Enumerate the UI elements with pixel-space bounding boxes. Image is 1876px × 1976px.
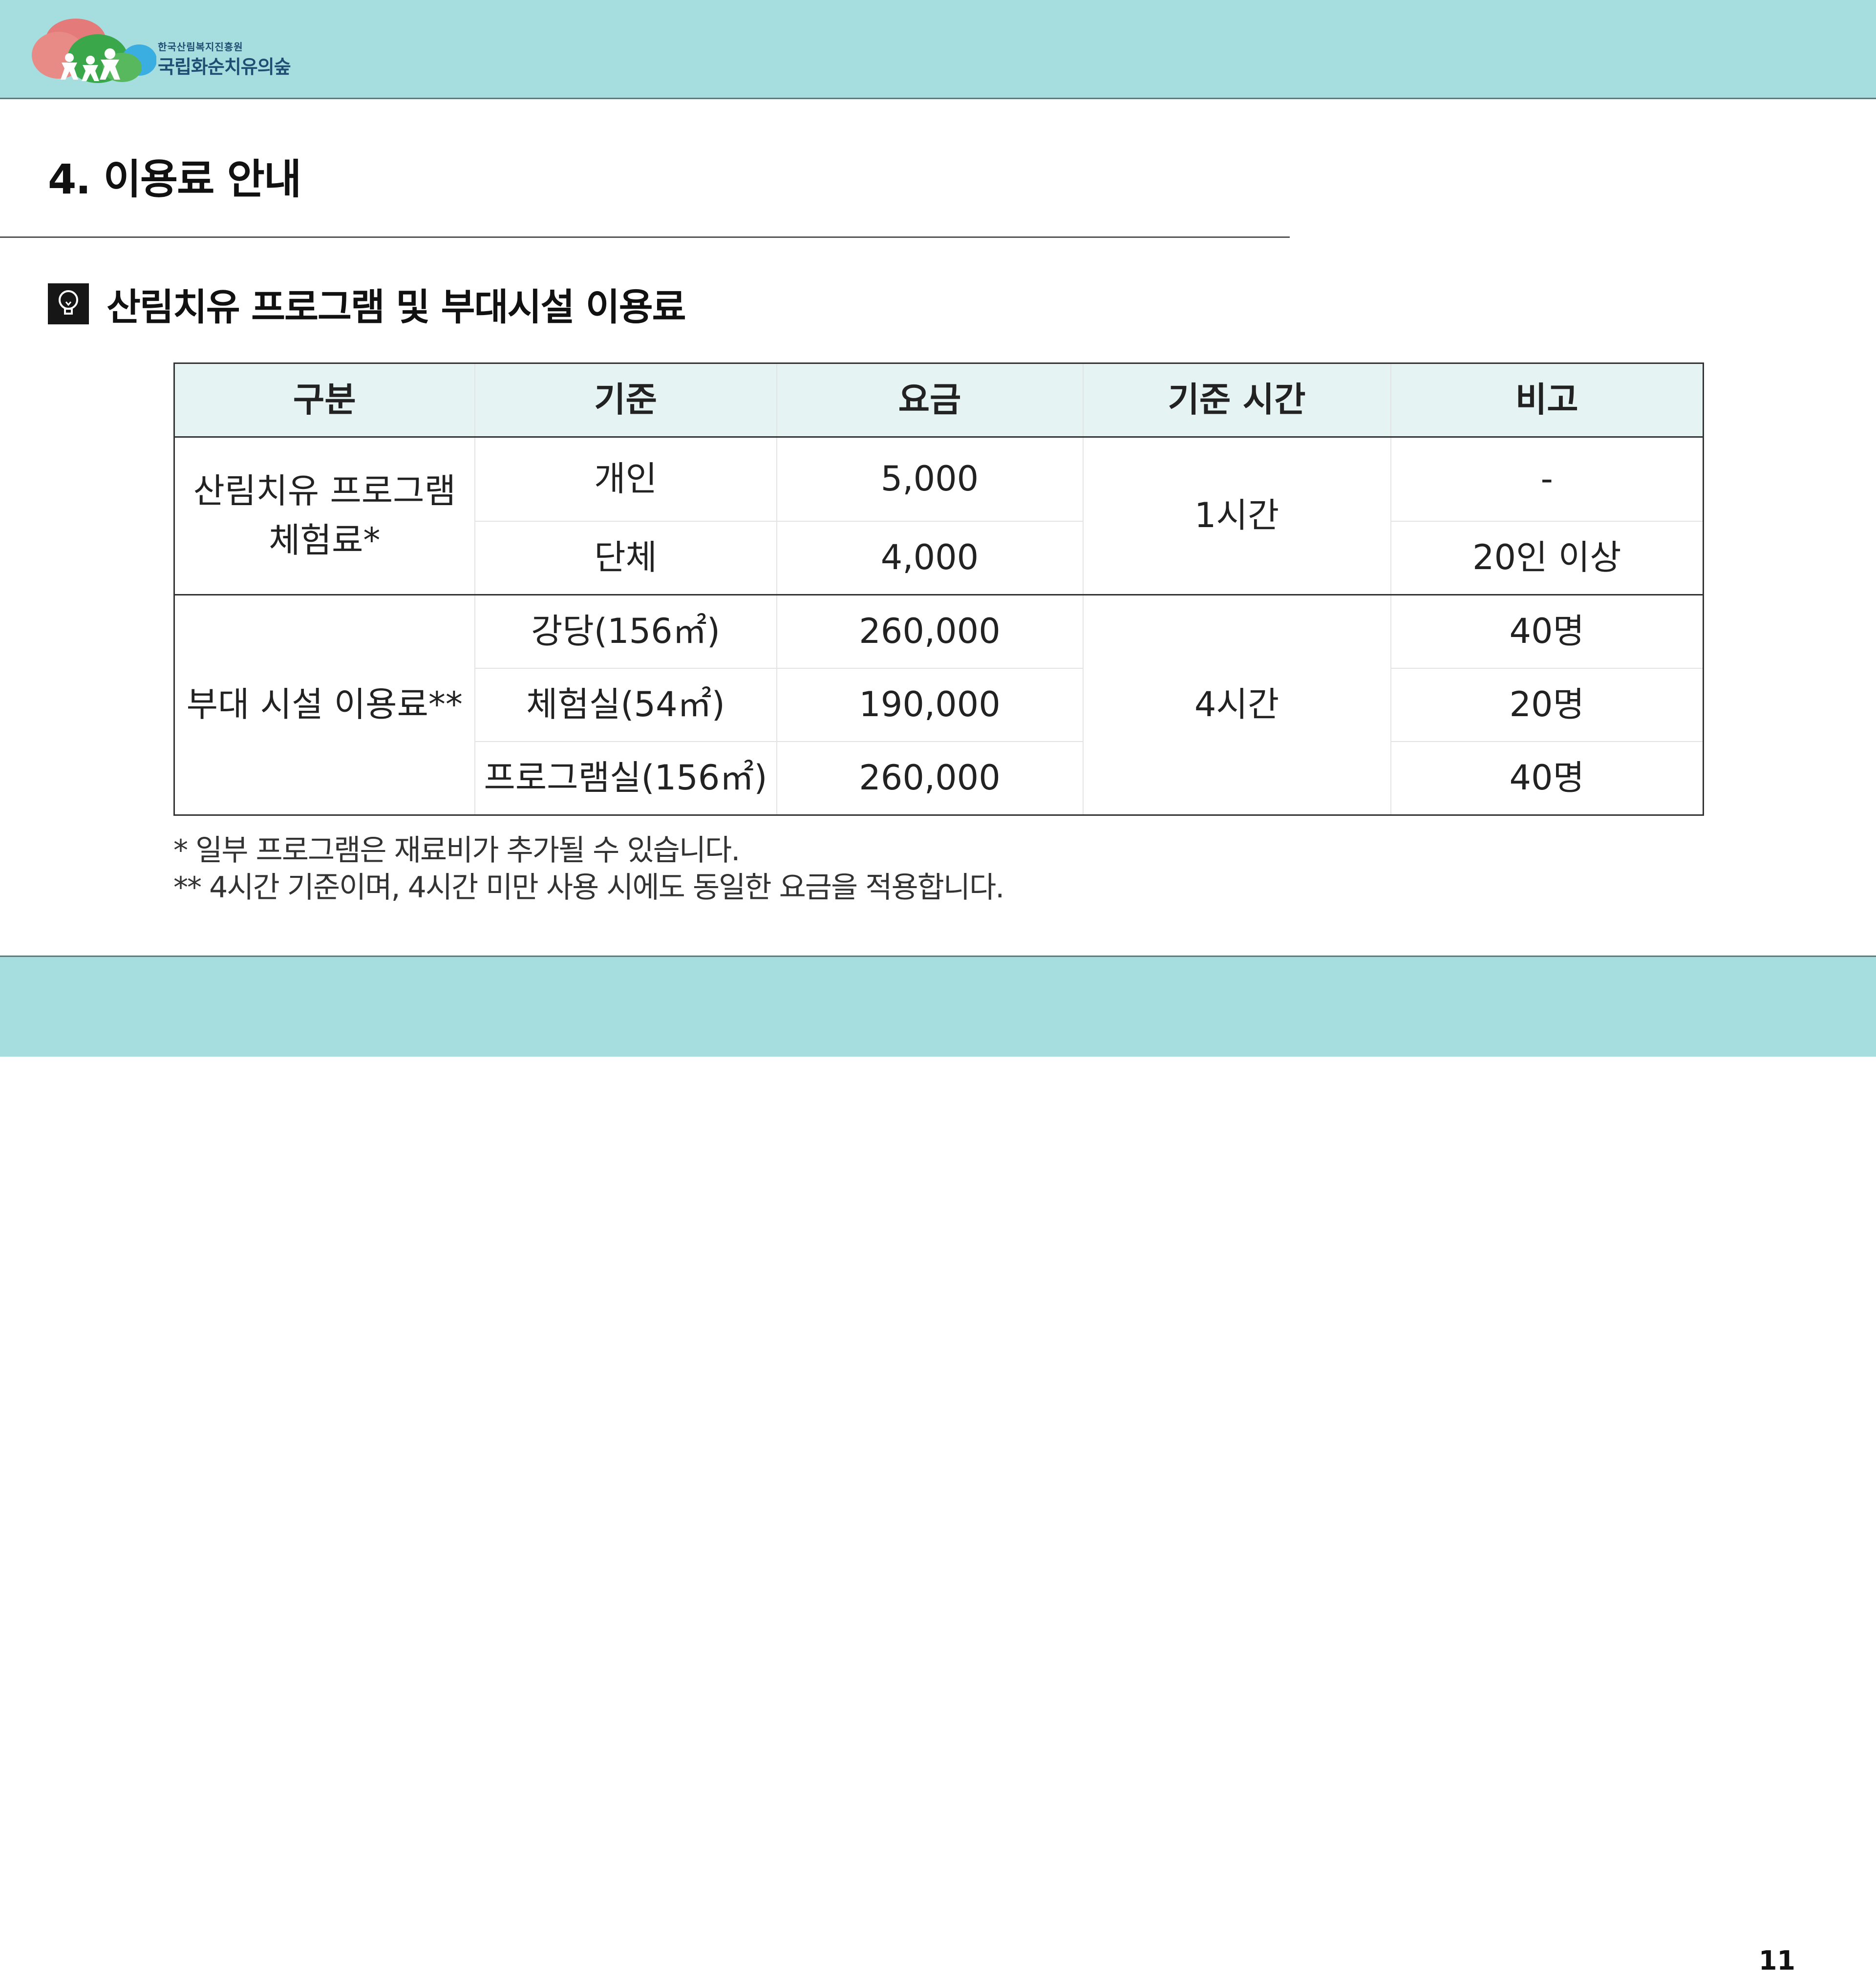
- footer-band: 11: [0, 956, 1876, 1976]
- fee-cell: 260,000: [776, 594, 1084, 669]
- note-cell: 40명: [1390, 594, 1704, 669]
- table-row: 체험실(54㎡) 190,000 20명: [174, 668, 1704, 742]
- duration-cell: 1시간: [1082, 436, 1391, 595]
- table-row: 산림치유 프로그램 체험료* 개인 5,000 1시간 -: [173, 436, 1704, 595]
- basis-cell: 체험실(54㎡): [474, 668, 777, 742]
- section-title: 산림치유 프로그램 및 부대시설 이용료: [107, 285, 686, 329]
- note-cell: -: [1390, 436, 1704, 522]
- footnotes: * 일부 프로그램은 재료비가 추가될 수 있습니다. ** 4시간 기준이며,…: [173, 832, 1004, 906]
- note-cell: 40명: [1390, 741, 1704, 816]
- org-subtitle: 한국산림복지진흥원: [158, 41, 243, 53]
- basis-cell: 단체: [474, 521, 777, 595]
- column-header-duration: 기준 시간: [1082, 362, 1391, 438]
- title-divider: [0, 236, 1290, 238]
- column-header-basis: 기준: [474, 362, 777, 438]
- category-label-line1: 산림치유 프로그램: [193, 470, 456, 511]
- table-row: 부대 시설 이용료** 강당(156㎡) 260,000 4시간 40명: [173, 594, 1704, 816]
- page-title: 4. 이용료 안내: [48, 155, 301, 203]
- category-cell-facility: 부대 시설 이용료**: [173, 594, 475, 816]
- table-row: 프로그램실(156㎡) 260,000 40명: [174, 741, 1704, 816]
- note-cell: 20인 이상: [1390, 521, 1704, 595]
- fee-cell: 4,000: [776, 521, 1084, 595]
- basis-cell: 강당(156㎡): [474, 594, 777, 669]
- basis-cell: 개인: [474, 436, 777, 522]
- fee-cell: 190,000: [776, 668, 1084, 742]
- duration-cell: 4시간: [1082, 594, 1391, 816]
- fee-cell: 5,000: [776, 436, 1084, 522]
- forest-logo-icon: [32, 19, 156, 83]
- column-header-category: 구분: [173, 362, 475, 438]
- column-header-fee: 요금: [776, 362, 1084, 438]
- fee-table: 구분 기준 요금 기준 시간 비고 산림치유 프로그램 체험료* 개인 5,00…: [173, 362, 1704, 816]
- header-band: 한국산림복지진흥원 국립화순치유의숲: [0, 0, 1876, 99]
- column-header-note: 비고: [1390, 362, 1704, 438]
- footnote-1: * 일부 프로그램은 재료비가 추가될 수 있습니다.: [173, 833, 740, 868]
- table-row: 단체 4,000 20인 이상: [174, 521, 1704, 595]
- note-cell: 20명: [1390, 668, 1704, 742]
- category-label-line2: 체험료*: [269, 520, 381, 560]
- fee-cell: 260,000: [776, 741, 1084, 816]
- footnote-2: ** 4시간 기준이며, 4시간 미만 사용 시에도 동일한 요금을 적용합니다…: [173, 871, 1004, 905]
- org-name: 국립화순치유의숲: [158, 56, 291, 78]
- basis-cell: 프로그램실(156㎡): [474, 741, 777, 816]
- table-header-row: 구분 기준 요금 기준 시간 비고: [173, 362, 1704, 438]
- page-number: 11: [1758, 1945, 1795, 1976]
- category-cell-program: 산림치유 프로그램 체험료*: [173, 436, 475, 595]
- lightbulb-icon: [48, 283, 89, 324]
